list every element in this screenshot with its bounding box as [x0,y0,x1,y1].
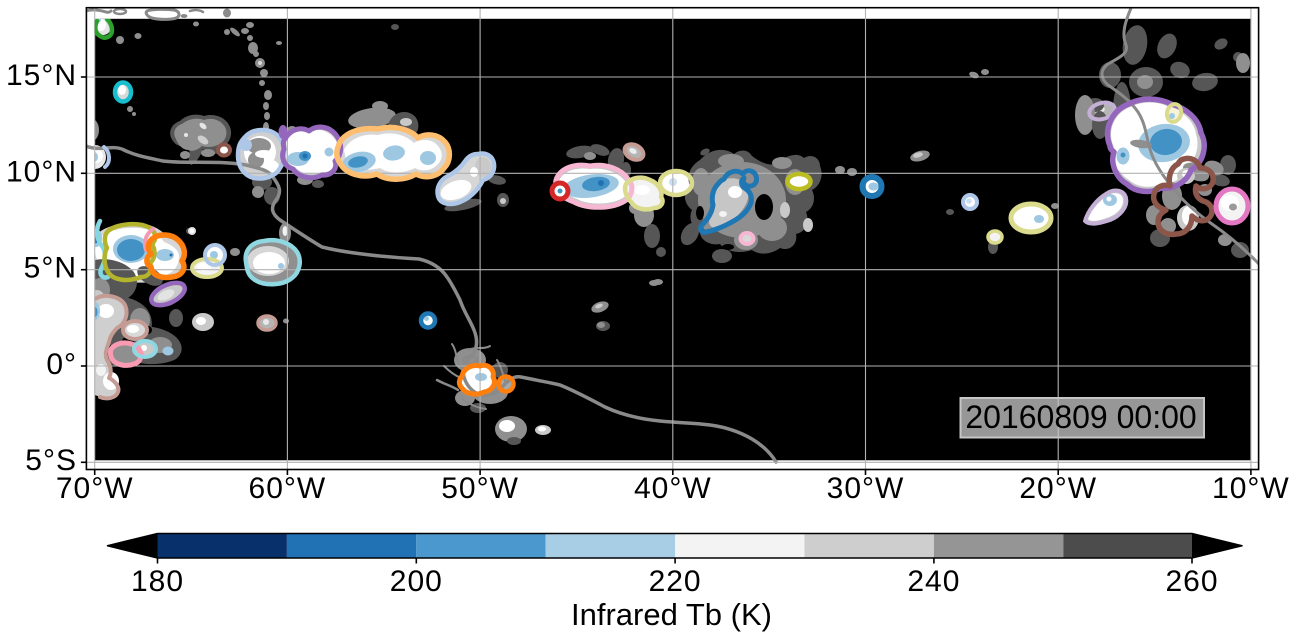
svg-text:0°: 0° [46,348,77,381]
svg-text:15°N: 15°N [6,59,77,92]
svg-text:240: 240 [907,565,960,598]
svg-text:70°W: 70°W [56,472,134,505]
svg-text:40°W: 40°W [634,472,712,505]
svg-text:5°S: 5°S [25,444,77,477]
svg-text:Infrared Tb (K): Infrared Tb (K) [571,597,772,632]
svg-text:20°W: 20°W [1019,472,1097,505]
svg-text:50°W: 50°W [441,472,519,505]
svg-text:20160809 00:00: 20160809 00:00 [965,399,1196,435]
svg-text:200: 200 [390,565,443,598]
svg-text:180: 180 [131,565,184,598]
svg-text:10°W: 10°W [1212,472,1290,505]
svg-text:260: 260 [1165,565,1218,598]
svg-text:60°W: 60°W [249,472,327,505]
svg-text:30°W: 30°W [827,472,905,505]
svg-text:220: 220 [649,565,702,598]
svg-text:10°N: 10°N [6,155,77,188]
svg-text:5°N: 5°N [24,252,77,285]
